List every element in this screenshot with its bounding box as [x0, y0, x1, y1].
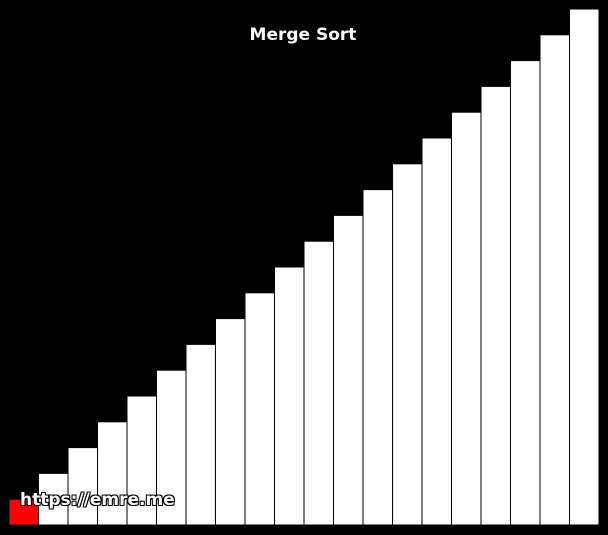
- bar: [510, 60, 541, 526]
- bar: [156, 369, 187, 526]
- bar: [215, 318, 246, 526]
- bar: [244, 292, 275, 526]
- algorithm-title: Merge Sort: [249, 25, 357, 45]
- bar: [451, 111, 482, 526]
- bar: [303, 240, 334, 526]
- bar: [539, 34, 570, 526]
- bar: [362, 189, 393, 526]
- bar: [333, 214, 364, 526]
- watermark-url: https://emre.me: [20, 490, 175, 510]
- bar: [274, 266, 305, 526]
- bar: [67, 447, 98, 526]
- bar: [569, 8, 600, 526]
- bar: [97, 421, 128, 526]
- bar: [392, 163, 423, 526]
- bar: [38, 472, 69, 526]
- bar-active: [8, 498, 39, 526]
- bar: [185, 343, 216, 526]
- bar: [421, 137, 452, 526]
- bar: [480, 85, 511, 526]
